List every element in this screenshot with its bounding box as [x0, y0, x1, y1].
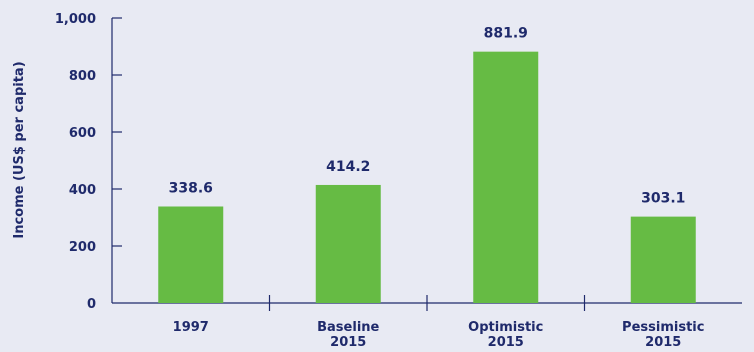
category-label: 1997: [173, 320, 209, 335]
category-labels: 1997 Baseline2015Optimistic2015Pessimisti…: [173, 320, 705, 350]
category-label: Pessimistic: [622, 320, 704, 335]
x-axis-ticks: [268, 295, 586, 311]
bar-value-label: 881.9: [484, 26, 528, 42]
y-tick-label: 0: [87, 297, 96, 312]
y-tick-label: 200: [69, 240, 96, 255]
bar: [315, 184, 381, 303]
y-tick-label: 400: [69, 183, 96, 198]
category-label: 2015: [488, 335, 524, 350]
bar-value-label: 338.6: [169, 180, 213, 196]
bar-series: 338.6 414.2 881.9 303.1: [158, 26, 696, 303]
bar-value-label: 303.1: [641, 191, 685, 207]
bar: [473, 51, 539, 303]
bar: [158, 206, 224, 303]
y-tick-label: 600: [69, 126, 96, 141]
y-tick-label: 1,000: [55, 12, 96, 27]
bar: [630, 216, 696, 303]
category-label: Baseline: [317, 320, 379, 335]
y-axis-ticks: 0 200 400 600 800 1,000: [55, 12, 122, 312]
y-tick-label: 800: [69, 69, 96, 84]
category-label: 2015: [330, 335, 366, 350]
bar-value-label: 414.2: [326, 159, 370, 175]
y-axis-title: Income (US$ per capita): [12, 61, 27, 238]
category-label: 2015: [645, 335, 681, 350]
category-label: Optimistic: [468, 320, 543, 335]
